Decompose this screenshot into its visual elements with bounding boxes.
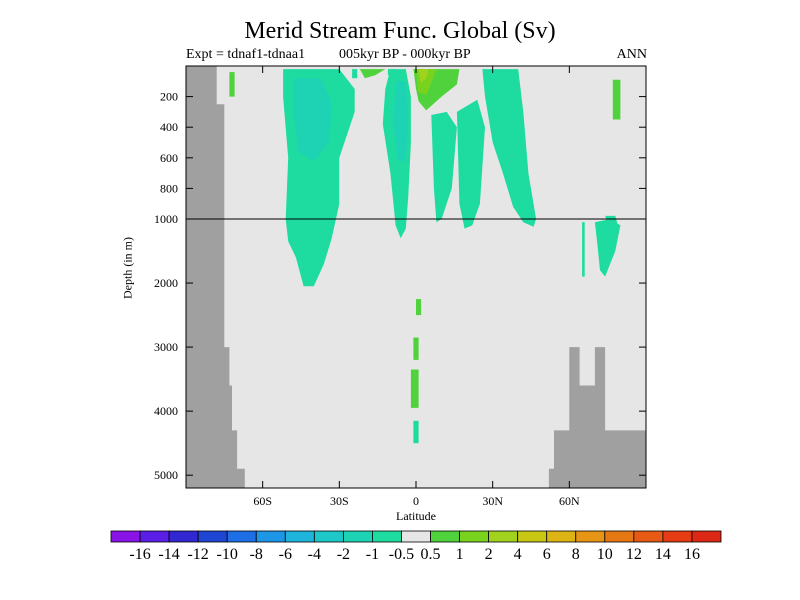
y-tick-label: 3000: [154, 340, 178, 354]
colorbar-swatch: [139, 530, 170, 543]
land-mask-south: [186, 66, 245, 488]
colorbar-label: 0.5: [421, 546, 441, 563]
colorbar-label: 8: [572, 546, 580, 563]
contour-patch: [387, 69, 396, 76]
contour-patch: [582, 222, 585, 277]
land-mask-north: [548, 347, 646, 488]
y-tick-label: 200: [160, 90, 178, 104]
colorbar-swatch: [662, 530, 693, 543]
y-tick-label: 1000: [154, 212, 178, 226]
colorbar-label: -16: [129, 546, 150, 563]
experiment-label: Expt = tdnaf1-tdnaa1: [186, 47, 306, 62]
colorbar-label: -14: [158, 546, 179, 563]
x-axis-label: Latitude: [396, 509, 436, 523]
contour-patch: [410, 369, 419, 408]
y-tick-label: 4000: [154, 404, 178, 418]
contour-patch: [413, 420, 419, 444]
contour-patch: [229, 72, 235, 97]
colorbar-label: 16: [684, 546, 700, 563]
colorbar-swatch: [255, 530, 286, 543]
y-tick-label: 5000: [154, 468, 178, 482]
x-tick-label: 30S: [330, 494, 349, 508]
contour-patch: [403, 491, 406, 501]
colorbar: -16 -14 -12 -10 -8 -6 -4 -2 -1 -0.5 0.5 1 2 4 6 8 10 12 14…: [110, 530, 722, 563]
colorbar-label: -8: [250, 546, 263, 563]
colorbar-swatch: [372, 530, 402, 543]
colorbar-label: 2: [485, 546, 493, 563]
contour-patch: [612, 79, 621, 120]
colorbar-swatch: [401, 530, 431, 543]
colorbar-label: -1: [366, 546, 379, 563]
contour-patch: [293, 78, 332, 161]
colorbar-swatch: [430, 530, 460, 543]
colorbar-label: -2: [337, 546, 350, 563]
colorbar-swatch: [604, 530, 635, 543]
colorbar-label: -6: [279, 546, 292, 563]
colorbar-swatch: [546, 530, 577, 543]
colorbar-label: 10: [597, 546, 613, 563]
contour-patch: [416, 299, 422, 316]
y-tick-label: 600: [160, 151, 178, 165]
contour-layer: [186, 66, 646, 501]
colorbar-swatch: [459, 530, 490, 543]
colorbar-swatch: [575, 530, 606, 543]
colorbar-swatch: [284, 530, 315, 543]
period-label: 005kyr BP - 000kyr BP: [339, 47, 471, 62]
y-tick-label: 800: [160, 181, 178, 195]
season-label: ANN: [616, 47, 647, 62]
contour-patch: [418, 69, 429, 83]
colorbar-swatch: [313, 530, 344, 543]
x-tick-label: 30N: [482, 494, 503, 508]
colorbar-label: 1: [456, 546, 464, 563]
colorbar-label: 6: [543, 546, 551, 563]
contour-patch: [359, 69, 386, 79]
colorbar-label: 12: [626, 546, 642, 563]
colorbar-label: -12: [187, 546, 208, 563]
contour-patch: [393, 81, 409, 161]
colorbar-swatch: [110, 530, 141, 543]
contour-patch: [352, 69, 358, 79]
x-tick-label: 60N: [559, 494, 580, 508]
contour-patch: [482, 69, 537, 227]
chart-title: Merid Stream Func. Global (Sv): [244, 18, 556, 44]
contour-patch: [308, 165, 330, 219]
colorbar-label: 4: [514, 546, 522, 563]
colorbar-label: 14: [655, 546, 671, 563]
contour-patch: [413, 337, 419, 360]
colorbar-swatch: [691, 530, 722, 543]
colorbar-label: -10: [217, 546, 238, 563]
x-tick-label: 60S: [253, 494, 272, 508]
colorbar-label: -4: [308, 546, 321, 563]
colorbar-label: -0.5: [389, 546, 414, 563]
x-tick-label: 0: [413, 494, 419, 508]
colorbar-swatch: [342, 530, 373, 543]
colorbar-swatch: [517, 530, 548, 543]
colorbar-swatch: [226, 530, 257, 543]
colorbar-swatch: [168, 530, 199, 543]
contour-patch: [456, 99, 485, 229]
colorbar-swatch: [633, 530, 664, 543]
colorbar-swatch: [488, 530, 519, 543]
contour-patch: [431, 111, 457, 223]
colorbar-swatch: [197, 530, 228, 543]
y-tick-label: 400: [160, 120, 178, 134]
y-tick-label: 2000: [154, 276, 178, 290]
contour-patch: [594, 219, 621, 277]
